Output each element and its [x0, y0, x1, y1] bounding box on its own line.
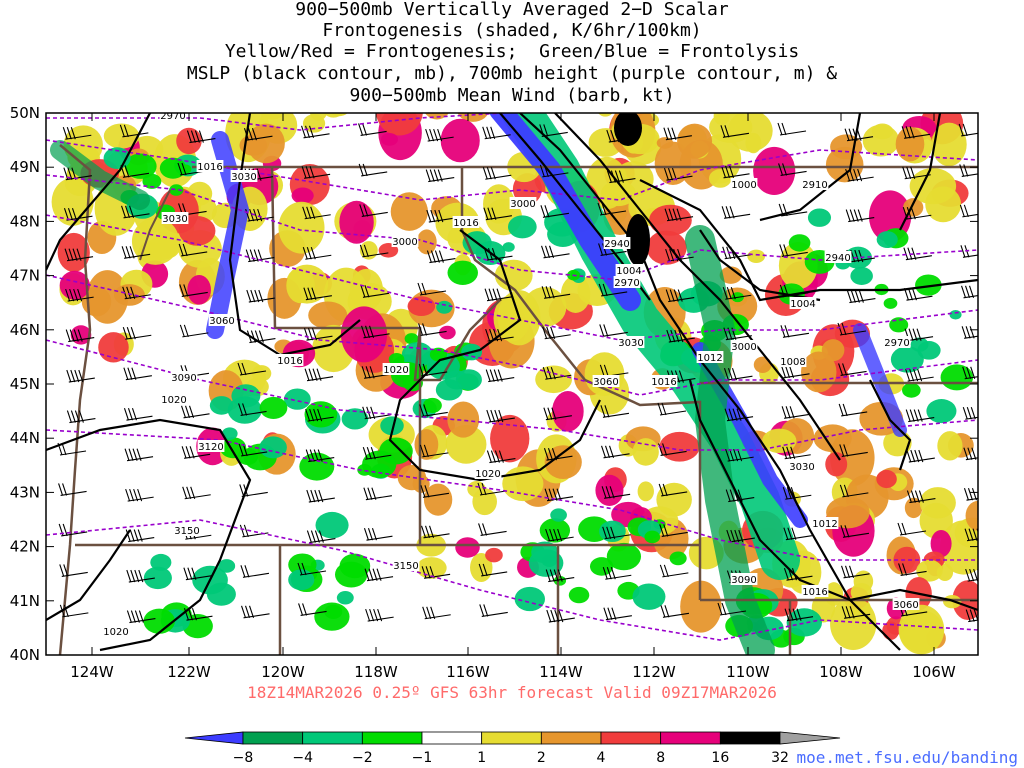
lon-label: 106W: [912, 663, 956, 681]
colorbar-segment: [421, 731, 483, 745]
contour-label: 3120: [198, 442, 223, 453]
contour-label: 3000: [731, 342, 756, 353]
contour-label: 3060: [893, 600, 918, 611]
colorbar-upper-arrow: [779, 731, 841, 745]
lat-label: 46N: [10, 321, 40, 339]
colorbar-label: 1: [477, 750, 486, 766]
contour-label: 1016: [197, 162, 222, 173]
contour-label: 3000: [392, 237, 417, 248]
lat-label: 47N: [10, 267, 40, 285]
lon-label: 108W: [819, 663, 863, 681]
contour-label: 3030: [162, 214, 187, 225]
contour-label: 1012: [697, 353, 722, 364]
contour-label: 3150: [174, 526, 199, 537]
title-line-5: 900−500mb Mean Wind (barb, kt): [349, 85, 675, 106]
contour-label: 3000: [510, 199, 535, 210]
title-line-1: 900−500mb Vertically Averaged 2−D Scalar: [295, 0, 729, 20]
lat-label: 45N: [10, 375, 40, 393]
contour-label: 3150: [393, 561, 418, 572]
contour-label: 1020: [161, 395, 186, 406]
lon-label: 112W: [632, 663, 676, 681]
colorbar-segment: [540, 731, 602, 745]
lat-label: 43N: [10, 483, 40, 501]
lon-label: 120W: [261, 663, 305, 681]
valid-time-line: 18Z14MAR2026 0.25º GFS 63hr forecast Val…: [247, 683, 777, 702]
colorbar-label: −4: [292, 750, 313, 766]
colorbar-label: 16: [711, 750, 729, 766]
colorbar-label: 4: [597, 750, 606, 766]
colorbar-label: −8: [233, 750, 254, 766]
lon-label: 114W: [539, 663, 583, 681]
lon-label: 122W: [167, 663, 211, 681]
contour-label: 1004: [616, 266, 641, 277]
lat-label: 49N: [10, 158, 40, 176]
colorbar-label: −1: [412, 750, 433, 766]
contour-label: 1004: [790, 299, 815, 310]
colorbar-segment: [600, 731, 662, 745]
contour-label: 3090: [731, 575, 756, 586]
contour-label: 3030: [618, 338, 643, 349]
credit-link[interactable]: moe.met.fsu.edu/banding: [796, 748, 1018, 767]
lat-label: 42N: [10, 538, 40, 556]
title-line-4: MSLP (black contour, mb), 700mb height (…: [186, 63, 838, 84]
axis-ticks: [46, 112, 978, 656]
title-line-2: Frontogenesis (shaded, K/6hr/100km): [322, 20, 702, 41]
contour-label: 2940: [604, 239, 629, 250]
contour-label: 1016: [277, 356, 302, 367]
lon-label: 110W: [726, 663, 770, 681]
contour-label: 3060: [593, 377, 618, 388]
contour-label: 1020: [383, 365, 408, 376]
contour-label: 2940: [825, 253, 850, 264]
contour-label: 1016: [651, 377, 676, 388]
colorbar-label: −2: [352, 750, 373, 766]
lon-label: 116W: [446, 663, 490, 681]
contour-label: 3030: [789, 462, 814, 473]
colorbar-segment: [719, 731, 781, 745]
contour-label: 1016: [802, 587, 827, 598]
lon-label: 124W: [70, 663, 114, 681]
lat-label: 48N: [10, 212, 40, 230]
contour-labels: 1016 1016 1016 1020 1020 1020 1020 1004 1004 1000…: [102, 111, 920, 638]
contour-label: 1000: [731, 180, 756, 191]
contour-label: 2910: [802, 180, 827, 191]
colorbar-segment: [361, 731, 423, 745]
contour-label: 2970: [884, 338, 909, 349]
colorbar-segment: [242, 731, 304, 745]
colorbar: −8 −4 −2 −1 1 2 4 8 16 32: [184, 731, 841, 766]
contour-label: 1012: [812, 519, 837, 530]
colorbar-label: 2: [537, 750, 546, 766]
contour-label: 1008: [780, 357, 805, 368]
lat-label: 50N: [10, 104, 40, 122]
axis-labels: 50N 49N 48N 47N 46N 45N 44N 43N 42N 41N 40N 124W 122…: [10, 104, 956, 681]
colorbar-label: 8: [656, 750, 665, 766]
colorbar-segment: [481, 731, 542, 745]
colorbar-label: 32: [771, 750, 789, 766]
contour-label: 2970: [160, 111, 185, 122]
contour-label: 3090: [171, 373, 196, 384]
colorbar-lower-arrow: [184, 731, 244, 745]
contour-label: 3030: [231, 172, 256, 183]
contour-label: 2970: [614, 278, 639, 289]
state-borders: [58, 144, 978, 655]
lat-label: 41N: [10, 592, 40, 610]
contour-label: 3060: [209, 316, 234, 327]
colorbar-segment: [660, 731, 721, 745]
lon-label: 118W: [354, 663, 398, 681]
contour-label: 1016: [453, 218, 478, 229]
colorbar-segment: [302, 731, 363, 745]
lat-label: 40N: [10, 646, 40, 664]
contour-label: 1020: [475, 469, 500, 480]
title-line-3: Yellow/Red = Frontogenesis; Green/Blue =…: [224, 41, 800, 62]
contour-label: 1020: [103, 627, 128, 638]
lat-label: 44N: [10, 429, 40, 447]
